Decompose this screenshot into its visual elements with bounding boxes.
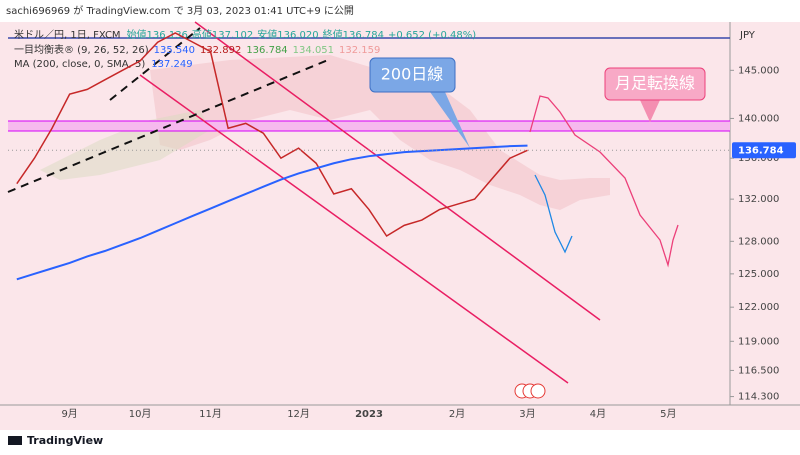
forecast-line [529, 95, 679, 268]
legend-ichimoku-value: 135.540 [154, 45, 195, 56]
legend-ichimoku-value: 132.892 [200, 45, 241, 56]
legend-ma: MA (200, close, 0, SMA, 5) [14, 59, 145, 70]
ohlc: 高値137.102 [192, 28, 253, 41]
currency: JPY [739, 30, 756, 41]
x-tick-label: 11月 [199, 408, 222, 420]
legend-ma-value: 137.249 [151, 59, 192, 70]
y-tick-label: 145.000 [738, 65, 779, 76]
logo [8, 436, 22, 445]
y-tick-label: 116.500 [738, 365, 779, 376]
x-tick-label: 5月 [660, 408, 676, 420]
ohlc: 安値136.020 [257, 28, 318, 41]
y-tick-label: 114.300 [738, 392, 779, 403]
x-tick-label: 12月 [287, 408, 310, 420]
x-tick-label: 10月 [129, 408, 152, 420]
callout-pointer [430, 92, 470, 148]
last-price-label: 136.784 [738, 145, 784, 156]
last-price-tag [732, 142, 796, 159]
legend-line: 一目均衡表® (9, 26, 52, 26) 135.540 132.892 136.… [14, 43, 380, 56]
y-tick-label: 136.000 [738, 153, 779, 164]
x-tick-label: 3月 [519, 408, 535, 420]
event-marker [530, 383, 546, 399]
footer: TradingView [27, 434, 103, 447]
header: sachi696969 が TradingView.com で 3月 03, 2… [6, 4, 354, 17]
trend-line [139, 74, 569, 384]
x-tick-label: 9月 [61, 408, 77, 420]
x-tick-label: 4月 [590, 408, 606, 420]
resistance-zone [8, 121, 730, 131]
y-tick-label: 132.000 [738, 194, 779, 205]
legend-line: 米ドル／円, 1日, FXCM 始値136.136 高値137.102 安値136.0… [14, 28, 476, 41]
annotation: 月足転換線 [615, 74, 695, 93]
legend-ichimoku-value: 136.784 [246, 45, 287, 56]
y-tick-label: 125.000 [738, 269, 779, 280]
forecast-line [534, 174, 573, 254]
y-tick-label: 128.000 [738, 236, 779, 247]
y-tick-label: 140.000 [738, 113, 779, 124]
series-line [16, 144, 528, 281]
dashed-trend-line [109, 27, 201, 101]
y-tick-label: 122.000 [738, 302, 779, 313]
ohlc: +0.652 (+0.48%) [388, 30, 476, 41]
legend-ichimoku-value: 132.159 [339, 45, 380, 56]
ichimoku-cloud [150, 55, 610, 210]
x-tick-label: 2月 [449, 408, 465, 420]
y-tick-label: 119.000 [738, 336, 779, 347]
legend-ichimoku-value: 134.051 [293, 45, 334, 56]
legend-symbol: 米ドル／円, 1日, FXCM [14, 28, 121, 41]
ohlc: 終値136.784 [323, 28, 384, 41]
dashed-trend-line [7, 59, 329, 193]
ohlc: 始値136.136 [127, 28, 188, 41]
callout-box [369, 57, 456, 93]
legend-line: MA (200, close, 0, SMA, 5) 137.249 [14, 59, 193, 70]
callout-box [604, 67, 706, 101]
trend-line [194, 21, 601, 321]
annotation: 200日線 [381, 65, 444, 84]
header-bar [0, 0, 800, 22]
callout-pointer [640, 100, 660, 122]
plot: 145.000 140.000 136.000 132.000 128.000 125.0… [8, 32, 796, 420]
series-line [16, 32, 528, 237]
x-tick-label: 2023 [355, 409, 383, 420]
legend-ichimoku: 一目均衡表® (9, 26, 52, 26) [14, 43, 149, 56]
footer-bar [0, 430, 800, 455]
